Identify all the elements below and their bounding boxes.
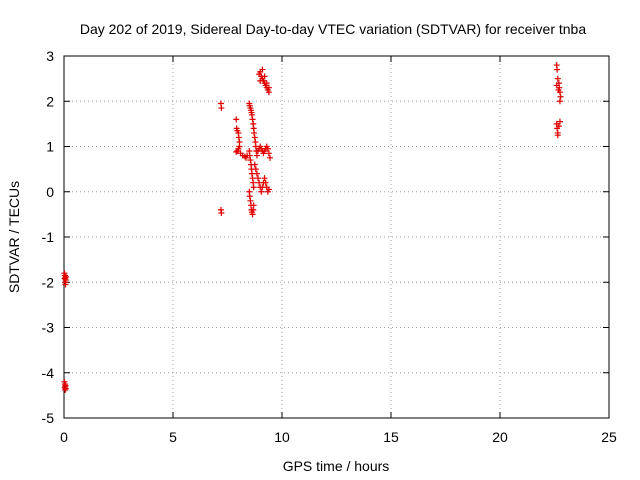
data-point [248, 111, 255, 118]
data-point [62, 281, 69, 288]
y-tick-label: 2 [46, 93, 54, 109]
data-point [265, 84, 272, 91]
data-point [250, 202, 257, 209]
x-tick-label: 10 [274, 429, 290, 445]
data-point [251, 129, 258, 136]
data-point [251, 161, 258, 168]
data-point [259, 66, 266, 73]
data-point [250, 184, 257, 191]
data-point [265, 150, 272, 157]
data-point [234, 148, 241, 155]
data-point [253, 170, 260, 177]
data-point [251, 134, 258, 141]
data-point [262, 179, 269, 186]
data-point [235, 134, 242, 141]
x-tick-label: 25 [601, 429, 617, 445]
data-point [557, 93, 564, 100]
data-point [233, 148, 240, 155]
data-point [249, 116, 256, 123]
data-point [554, 75, 561, 82]
data-point [267, 154, 274, 161]
data-point [258, 188, 265, 195]
grid-lines [64, 56, 609, 418]
y-tick-label: 0 [46, 184, 54, 200]
data-point [554, 66, 561, 73]
x-axis-label: GPS time / hours [283, 458, 390, 474]
data-point [264, 145, 271, 152]
data-point [233, 116, 240, 123]
data-point [247, 157, 254, 164]
data-point [555, 86, 562, 93]
data-point [255, 175, 262, 182]
data-point [249, 211, 256, 218]
data-point [246, 193, 253, 200]
data-point [263, 80, 270, 87]
data-point [62, 273, 69, 280]
data-point [261, 73, 268, 80]
y-tick-label: -1 [42, 229, 55, 245]
data-point [556, 118, 563, 125]
x-tick-label: 20 [492, 429, 508, 445]
data-point [252, 166, 259, 173]
data-point [556, 98, 563, 105]
data-point [218, 210, 225, 217]
data-point [218, 105, 225, 112]
x-tick-label: 5 [169, 429, 177, 445]
data-point [555, 123, 562, 130]
x-tick-labels: 0 5 10 15 20 25 [60, 429, 617, 445]
y-tick-label: 3 [46, 48, 54, 64]
x-tick-label: 15 [383, 429, 399, 445]
data-point [265, 186, 272, 193]
data-point [261, 175, 268, 182]
data-point [257, 77, 264, 84]
y-tick-labels: -5 -4 -3 -2 -1 0 1 2 3 [42, 48, 55, 426]
y-tick-label: -3 [42, 320, 55, 336]
chart-title: Day 202 of 2019, Sidereal Day-to-day VTE… [80, 21, 587, 37]
data-point [61, 384, 68, 391]
data-point [247, 197, 254, 204]
y-axis-label: SDTVAR / TECUs [6, 181, 22, 293]
data-point [553, 82, 560, 89]
x-tick-label: 0 [60, 429, 68, 445]
data-point [554, 132, 561, 139]
y-tick-label: -4 [42, 365, 55, 381]
data-point [253, 152, 260, 159]
y-tick-label: -5 [42, 410, 55, 426]
y-tick-label: -2 [42, 274, 55, 290]
y-tick-label: 1 [46, 139, 54, 155]
data-points [61, 62, 564, 393]
data-point [249, 175, 256, 182]
data-point [248, 170, 255, 177]
data-point [246, 152, 253, 159]
